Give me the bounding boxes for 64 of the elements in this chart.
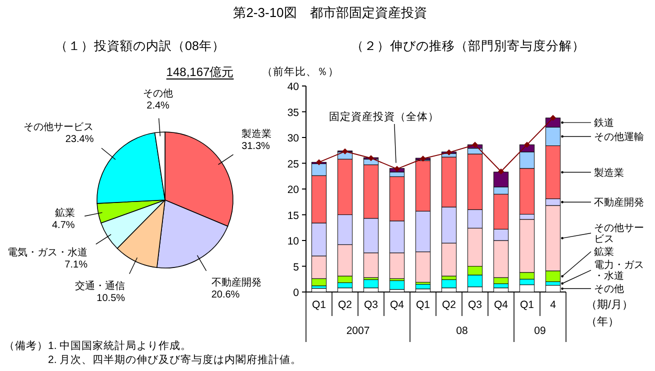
point	[524, 142, 530, 148]
x-tick-label: 4	[550, 299, 556, 311]
y-tick-label: 10	[287, 236, 300, 248]
chart-subtitle: 148,167億元	[166, 65, 234, 79]
chart-title: （２）伸びの推移（部門別寄与度分解）	[351, 38, 585, 53]
x-tick-label: Q4	[494, 299, 508, 311]
legend-label: 鉄道	[594, 117, 614, 130]
data-label: 10.5%	[96, 292, 126, 304]
legend-label: 不動産開発	[594, 196, 644, 209]
legend-label: その他運輸	[594, 130, 644, 143]
y-tick-label: 20	[287, 184, 300, 196]
y-tick-label: 30	[287, 132, 300, 144]
point	[420, 156, 426, 162]
data-label: 23.4%	[65, 134, 94, 145]
y-tick-label: 25	[287, 158, 300, 170]
data-label: 31.3%	[242, 141, 270, 152]
x-tick-label: Q3	[364, 299, 378, 311]
point	[316, 159, 322, 166]
y-tick-label: 35	[287, 106, 300, 119]
text: 第2-3-10図 都市部固定資産投資	[233, 5, 427, 20]
slice-label: 不動産開発	[211, 276, 262, 288]
y-tick-label: 15	[287, 210, 300, 222]
x-tick-label: Q2	[338, 299, 352, 311]
y-tick-label: 40	[287, 81, 300, 93]
legend-label: 電力・ガス・水道	[594, 259, 644, 282]
slice-label: その他サービス	[24, 120, 94, 133]
slice-label: 電気・ガス・水道	[7, 246, 88, 259]
text: 08	[456, 325, 468, 337]
x-tick-label: Q1	[312, 299, 326, 311]
chart-title: （１）投資額の内訳（08年）	[55, 39, 225, 53]
slice-label: 交通・通信	[75, 280, 126, 292]
x-tick-label: Q1	[520, 299, 534, 311]
x-tick-label: Q3	[468, 299, 482, 311]
data-label: 7.1%	[64, 260, 88, 271]
slice-label: 鉱業	[54, 207, 75, 220]
text: 鉱業	[594, 246, 614, 258]
x-tick-label: Q1	[416, 299, 430, 311]
text: （備考）1. 中国国家統計局より作成。	[4, 339, 192, 352]
point	[498, 168, 504, 174]
slice-label: 製造業	[242, 128, 272, 140]
data-label: 4.7%	[52, 220, 75, 232]
point	[472, 142, 478, 148]
x-tick-label: Q4	[390, 299, 404, 311]
text: 2007	[346, 325, 370, 337]
text: 09	[534, 325, 546, 337]
y-tick-label: 0	[293, 287, 300, 299]
legend-label: 製造業	[594, 166, 624, 179]
x-axis-title: （期/月）	[586, 299, 634, 311]
slice-label: その他	[143, 87, 174, 100]
point	[550, 114, 556, 121]
data-label: 2.4%	[146, 100, 170, 112]
y-tick-label: 5	[293, 261, 300, 274]
legend-label: その他サービス	[594, 222, 644, 246]
x-tick-label: Q2	[442, 299, 456, 311]
point	[342, 148, 348, 154]
point	[446, 149, 452, 156]
legend-label: その他	[594, 283, 624, 296]
text: 2. 月次、四半期の伸び及び寄与度は内閣府推計値。	[4, 353, 302, 366]
text: 固定資産投資（全体）	[329, 110, 439, 123]
text: （年）	[586, 316, 619, 328]
y-axis-title: （前年比、％）	[262, 65, 339, 78]
point	[394, 166, 400, 172]
data-label: 20.6%	[211, 289, 240, 300]
point	[368, 155, 374, 162]
